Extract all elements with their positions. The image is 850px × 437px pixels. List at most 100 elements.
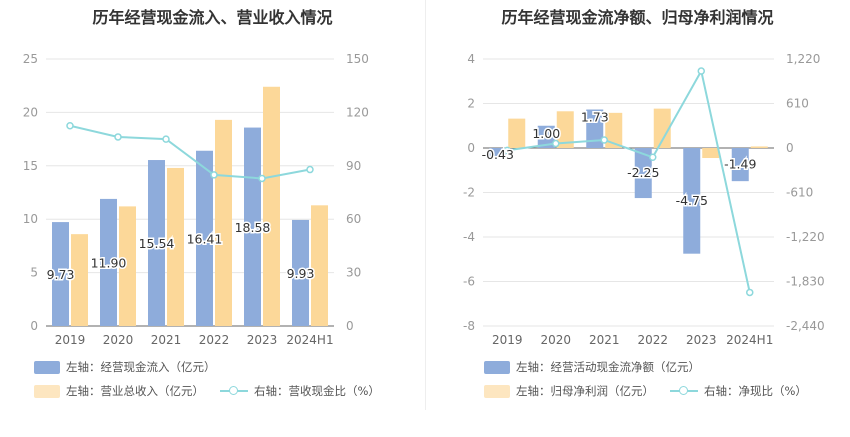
y-right-tick-label: 30 — [346, 266, 361, 280]
line-point — [66, 122, 74, 130]
legend-item-line[interactable]: 右轴：净现比（%） — [670, 383, 807, 399]
chart-title: 历年经营现金流净额、归母净利润情况 — [501, 8, 774, 27]
chart-plot-area: -8 -6 -4 -2 0 2 4 -2,440 -1,830 -1,220 -610 0 610 1,2… — [463, 52, 825, 347]
y-right-tick-label: -2,440 — [786, 319, 825, 333]
legend-swatch-bar1 — [484, 360, 510, 374]
y-left-tick-label: 10 — [23, 212, 38, 226]
y-left-tick-label: 4 — [467, 52, 475, 66]
y-left-tick-label: -4 — [463, 230, 475, 244]
y-right-tick-label: 0 — [346, 319, 354, 333]
data-label: 9.73 — [47, 267, 75, 282]
line-point — [600, 136, 608, 144]
line-point — [114, 133, 122, 141]
y-right-tick-label: -610 — [786, 186, 813, 200]
data-label: 15.54 — [139, 236, 175, 251]
line-point — [210, 171, 218, 179]
y-right-tick-label: 610 — [786, 97, 809, 111]
y-left-tick-label: 20 — [23, 105, 38, 119]
legend-label: 左轴：经营现金流入（亿元） — [66, 360, 216, 374]
legend-item-bar1[interactable]: 左轴：经营现金流入（亿元） — [34, 359, 216, 375]
bar-series2 — [119, 206, 136, 326]
data-label: -2.25 — [627, 165, 659, 180]
y-right-tick-label: 120 — [346, 105, 369, 119]
y-left-tick-label: -8 — [463, 319, 475, 333]
x-tick-label: 2022 — [199, 333, 230, 347]
bar-series1 — [196, 150, 213, 326]
data-label: 1.00 — [532, 126, 560, 141]
y-left-tick-label: 2 — [467, 97, 475, 111]
bar-series2 — [605, 112, 623, 148]
chart-panel-right: 历年经营现金流净额、归母净利润情况 -8 -6 -4 -2 0 2 4 -2,440 -1,83… — [425, 0, 850, 437]
line-series — [507, 68, 751, 293]
bar-series1 — [537, 125, 555, 148]
y-right-tick-label: -1,830 — [786, 275, 825, 289]
bar-series1 — [731, 148, 749, 182]
data-label: -1.49 — [724, 157, 756, 172]
x-tick-label: 2020 — [540, 333, 571, 347]
chart-panel-left: 历年经营现金流入、营业收入情况 0 5 10 15 20 25 0 30 60 90 120 150 2… — [23, 8, 380, 399]
y-right-tick-label: 90 — [346, 159, 361, 173]
legend-swatch-bar2 — [34, 384, 60, 398]
bar-series1 — [100, 198, 117, 326]
legend-item-bar2[interactable]: 左轴：归母净利润（亿元） — [484, 383, 654, 399]
bar-series1 — [148, 160, 165, 326]
legend-label: 右轴：净现比（%） — [704, 384, 807, 398]
data-label: -0.43 — [482, 147, 514, 162]
legend-label: 左轴：营业总收入（亿元） — [66, 384, 204, 398]
x-tick-label: 2023 — [247, 333, 278, 347]
x-tick-label: 2019 — [55, 333, 86, 347]
x-tick-label: 2024H1 — [286, 333, 333, 347]
bar-series2 — [556, 111, 574, 148]
legend-label: 右轴：营收现金比（%） — [254, 384, 380, 398]
y-left-tick-label: 5 — [30, 266, 38, 280]
chart-title: 历年经营现金流入、营业收入情况 — [92, 8, 333, 27]
x-tick-label: 2020 — [103, 333, 134, 347]
data-label: -4.75 — [676, 193, 708, 208]
bar-series2 — [71, 234, 88, 326]
line-point — [697, 67, 705, 75]
y-right-tick-label: 150 — [346, 52, 369, 66]
data-label: 11.90 — [91, 255, 127, 270]
line-point — [503, 146, 511, 155]
data-label: 1.73 — [581, 110, 609, 125]
line-point — [552, 139, 560, 148]
x-tick-label: 2021 — [151, 333, 182, 347]
legend-item-line[interactable]: 右轴：营收现金比（%） — [220, 383, 380, 399]
line-point — [258, 174, 266, 183]
bar-series2 — [653, 108, 671, 148]
legend-item-bar2[interactable]: 左轴：营业总收入（亿元） — [34, 383, 204, 399]
bar-series1 — [292, 219, 309, 326]
data-label: 9.93 — [287, 266, 315, 281]
line-point — [162, 135, 170, 143]
y-left-tick-label: 25 — [23, 52, 38, 66]
chart-plot-area: 0 5 10 15 20 25 0 30 60 90 120 150 2019 2020 2021 2022 2… — [23, 52, 369, 347]
bar-series2 — [750, 146, 768, 148]
line-point — [746, 288, 754, 297]
line-point — [649, 153, 657, 162]
data-label: 16.41 — [187, 231, 223, 246]
legend-swatch-bar2 — [484, 384, 510, 398]
legend-label: 左轴：经营活动现金流净额（亿元） — [516, 360, 700, 374]
bar-series1 — [489, 148, 507, 158]
x-tick-label: 2023 — [686, 333, 717, 347]
y-left-tick-label: -6 — [463, 275, 475, 289]
legend-item-bar1[interactable]: 左轴：经营活动现金流净额（亿元） — [484, 359, 700, 375]
bar-series2 — [508, 118, 526, 148]
x-tick-label: 2019 — [492, 333, 523, 347]
bar-series1 — [586, 109, 604, 148]
line-point — [306, 165, 314, 174]
bar-series2 — [167, 167, 184, 326]
y-left-tick-label: 0 — [467, 141, 475, 155]
bar-series1 — [52, 222, 69, 326]
legend-swatch-line — [670, 384, 698, 398]
y-right-tick-label: -1,220 — [786, 230, 825, 244]
y-right-tick-label: 60 — [346, 212, 361, 226]
y-left-tick-label: 15 — [23, 159, 38, 173]
bar-series2 — [215, 119, 232, 326]
x-tick-label: 2024H1 — [726, 333, 773, 347]
bar-series1 — [683, 148, 701, 254]
legend-label: 左轴：归母净利润（亿元） — [516, 384, 654, 398]
x-tick-label: 2021 — [589, 333, 620, 347]
bar-series2 — [263, 86, 280, 326]
data-label: 18.58 — [235, 220, 271, 235]
